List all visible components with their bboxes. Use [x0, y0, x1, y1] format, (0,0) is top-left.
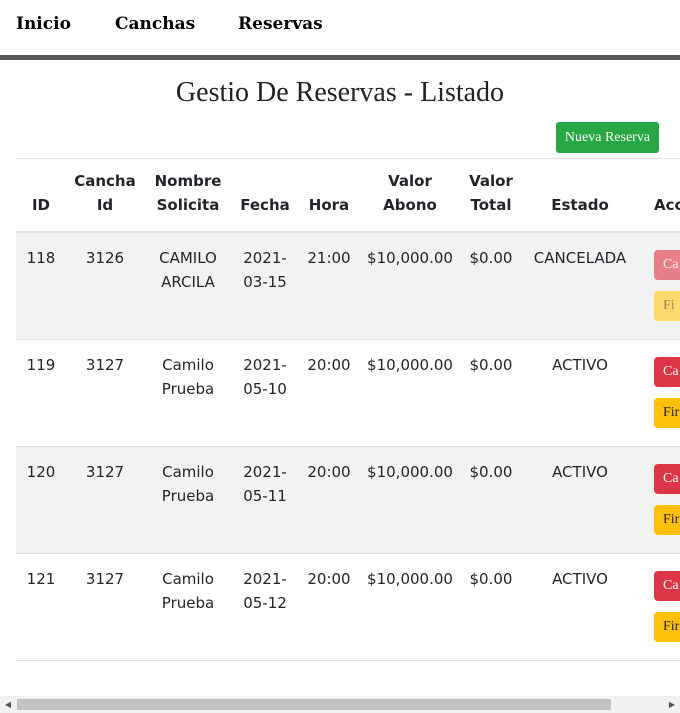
cancel-reservation-button[interactable]: Ca: [654, 250, 680, 280]
cell-valor-abono: $10,000.00: [367, 463, 453, 481]
finish-reservation-button[interactable]: Fi: [654, 291, 680, 321]
nav-link-reservas[interactable]: Reservas: [238, 14, 323, 34]
header-id: ID: [31, 196, 51, 214]
cell-fecha: 2021- 05-12: [243, 570, 287, 612]
cell-id: 120: [26, 463, 56, 481]
cancel-reservation-button[interactable]: Ca: [654, 357, 680, 387]
cell-nombre: CAMILO ARCILA: [159, 249, 217, 291]
cell-cancha-id: 3127: [85, 356, 125, 374]
scrollbar-thumb[interactable]: [17, 699, 611, 710]
header-divider: [16, 231, 680, 233]
cell-estado: ACTIVO: [552, 570, 608, 588]
finish-reservation-button[interactable]: Fir: [654, 505, 680, 535]
nav-link-canchas[interactable]: Canchas: [115, 14, 196, 34]
cell-id: 121: [26, 570, 56, 588]
cell-valor-abono: $10,000.00: [367, 356, 453, 374]
cell-nombre: Camilo Prueba: [161, 463, 215, 505]
cancel-reservation-button[interactable]: Ca: [654, 464, 680, 494]
nav-link-inicio[interactable]: Inicio: [16, 14, 71, 34]
header-hora: Hora: [308, 196, 350, 214]
cell-valor-total: $0.00: [469, 570, 513, 588]
table-row: 121 3127 Camilo Prueba 2021- 05-12 20:00 $…: [16, 554, 680, 661]
header-acciones: Acc: [654, 196, 680, 214]
header-valor-abono: Valor Abono: [383, 172, 437, 214]
cell-estado: CANCELADA: [533, 249, 627, 267]
page-title: Gestio De Reservas - Listado: [175, 77, 505, 108]
header-estado: Estado: [551, 196, 609, 214]
top-nav: Inicio Canchas Reservas: [0, 0, 680, 60]
finish-reservation-button[interactable]: Fir: [654, 398, 680, 428]
header-valor-total: Valor Total: [469, 172, 513, 214]
new-reservation-button[interactable]: Nueva Reserva: [556, 122, 659, 153]
cell-id: 119: [26, 356, 56, 374]
cell-estado: ACTIVO: [552, 463, 608, 481]
cell-id: 118: [26, 249, 56, 267]
header-fecha: Fecha: [240, 196, 290, 214]
cell-fecha: 2021- 05-11: [243, 463, 287, 505]
cell-valor-total: $0.00: [469, 249, 513, 267]
table-row: 118 3126 CAMILO ARCILA 2021- 03-15 21:00 $…: [16, 233, 680, 340]
scroll-right-arrow-icon[interactable]: ▶: [668, 700, 676, 709]
cell-valor-abono: $10,000.00: [367, 570, 453, 588]
cell-cancha-id: 3126: [85, 249, 125, 267]
cell-hora: 20:00: [307, 570, 351, 588]
header-nombre-solicita: Nombre Solicita: [154, 172, 222, 214]
cell-cancha-id: 3127: [85, 463, 125, 481]
cell-cancha-id: 3127: [85, 570, 125, 588]
table-row: 120 3127 Camilo Prueba 2021- 05-11 20:00 $…: [16, 447, 680, 554]
header-cancha-id: Cancha Id: [74, 172, 136, 214]
cell-valor-total: $0.00: [469, 356, 513, 374]
cell-hora: 20:00: [307, 463, 351, 481]
cell-fecha: 2021- 03-15: [243, 249, 287, 291]
finish-reservation-button[interactable]: Fir: [654, 612, 680, 642]
table-row: 119 3127 Camilo Prueba 2021- 05-10 20:00 $…: [16, 340, 680, 447]
cell-nombre: Camilo Prueba: [161, 570, 215, 612]
scroll-left-arrow-icon[interactable]: ◀: [4, 700, 12, 709]
cell-fecha: 2021- 05-10: [243, 356, 287, 398]
horizontal-scrollbar[interactable]: ◀ ▶: [0, 696, 680, 713]
cell-valor-total: $0.00: [469, 463, 513, 481]
cell-estado: ACTIVO: [552, 356, 608, 374]
cell-hora: 21:00: [307, 249, 351, 267]
cell-valor-abono: $10,000.00: [367, 249, 453, 267]
cell-hora: 20:00: [307, 356, 351, 374]
cell-nombre: Camilo Prueba: [161, 356, 215, 398]
reservations-table: ID Cancha Id Nombre Solicita Fecha Hora Va…: [16, 158, 680, 695]
cancel-reservation-button[interactable]: Ca: [654, 571, 680, 601]
